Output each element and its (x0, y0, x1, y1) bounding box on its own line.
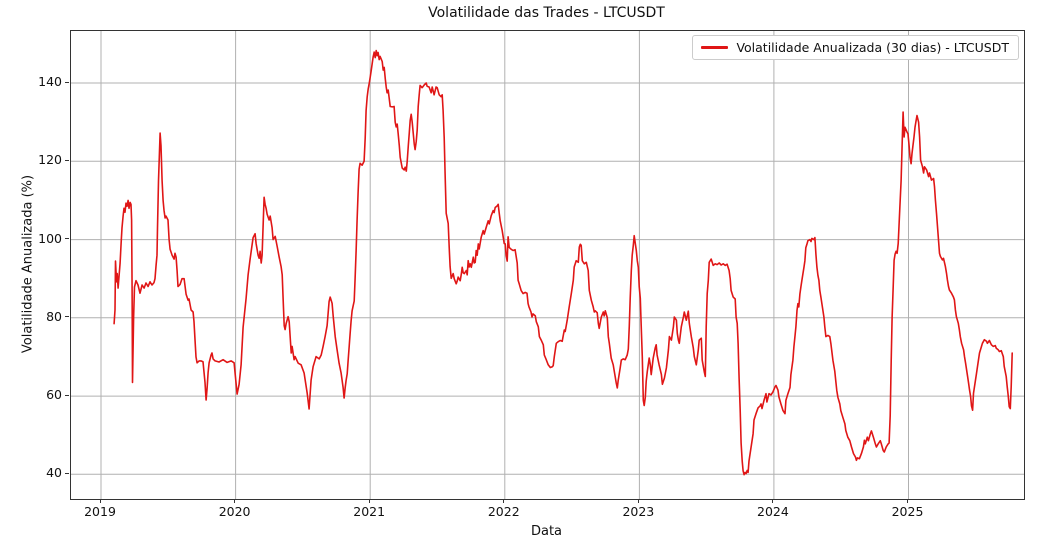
plot-area: Volatilidade Anualizada (30 dias) - LTCU… (70, 30, 1025, 500)
y-tick-mark (65, 394, 69, 396)
y-tick-mark (65, 159, 69, 161)
x-tick-mark (772, 499, 774, 503)
x-tick-label: 2024 (757, 504, 789, 519)
x-tick-mark (503, 499, 505, 503)
x-tick-mark (368, 499, 370, 503)
x-tick-mark (99, 499, 101, 503)
x-tick-label: 2023 (622, 504, 655, 519)
y-tick-mark (65, 238, 69, 240)
x-tick-label: 2022 (487, 504, 520, 519)
legend-line-sample-icon (701, 46, 729, 49)
y-tick-mark (65, 81, 69, 83)
y-tick-label: 120 (38, 152, 62, 168)
x-tick-mark (234, 499, 236, 503)
legend-box: Volatilidade Anualizada (30 dias) - LTCU… (692, 35, 1019, 60)
x-tick-label: 2025 (891, 504, 924, 519)
y-tick-label: 100 (38, 230, 62, 246)
x-tick-label: 2020 (218, 504, 251, 519)
y-tick-label: 80 (46, 308, 62, 324)
volatility-line-chart (71, 31, 1024, 499)
x-tick-label: 2021 (353, 504, 386, 519)
x-tick-label: 2019 (84, 504, 116, 519)
y-tick-label: 140 (38, 74, 62, 90)
x-tick-mark (637, 499, 639, 503)
y-tick-mark (65, 316, 69, 318)
y-tick-label: 60 (46, 387, 62, 403)
chart-title: Volatilidade das Trades - LTCUSDT (428, 5, 665, 21)
y-tick-mark (65, 472, 69, 474)
legend-label: Volatilidade Anualizada (30 dias) - LTCU… (736, 40, 1009, 55)
x-tick-mark (907, 499, 909, 503)
y-axis-label: Volatilidade Anualizada (%) (20, 174, 36, 354)
y-tick-label: 40 (46, 465, 62, 481)
x-axis-label: Data (530, 524, 563, 539)
